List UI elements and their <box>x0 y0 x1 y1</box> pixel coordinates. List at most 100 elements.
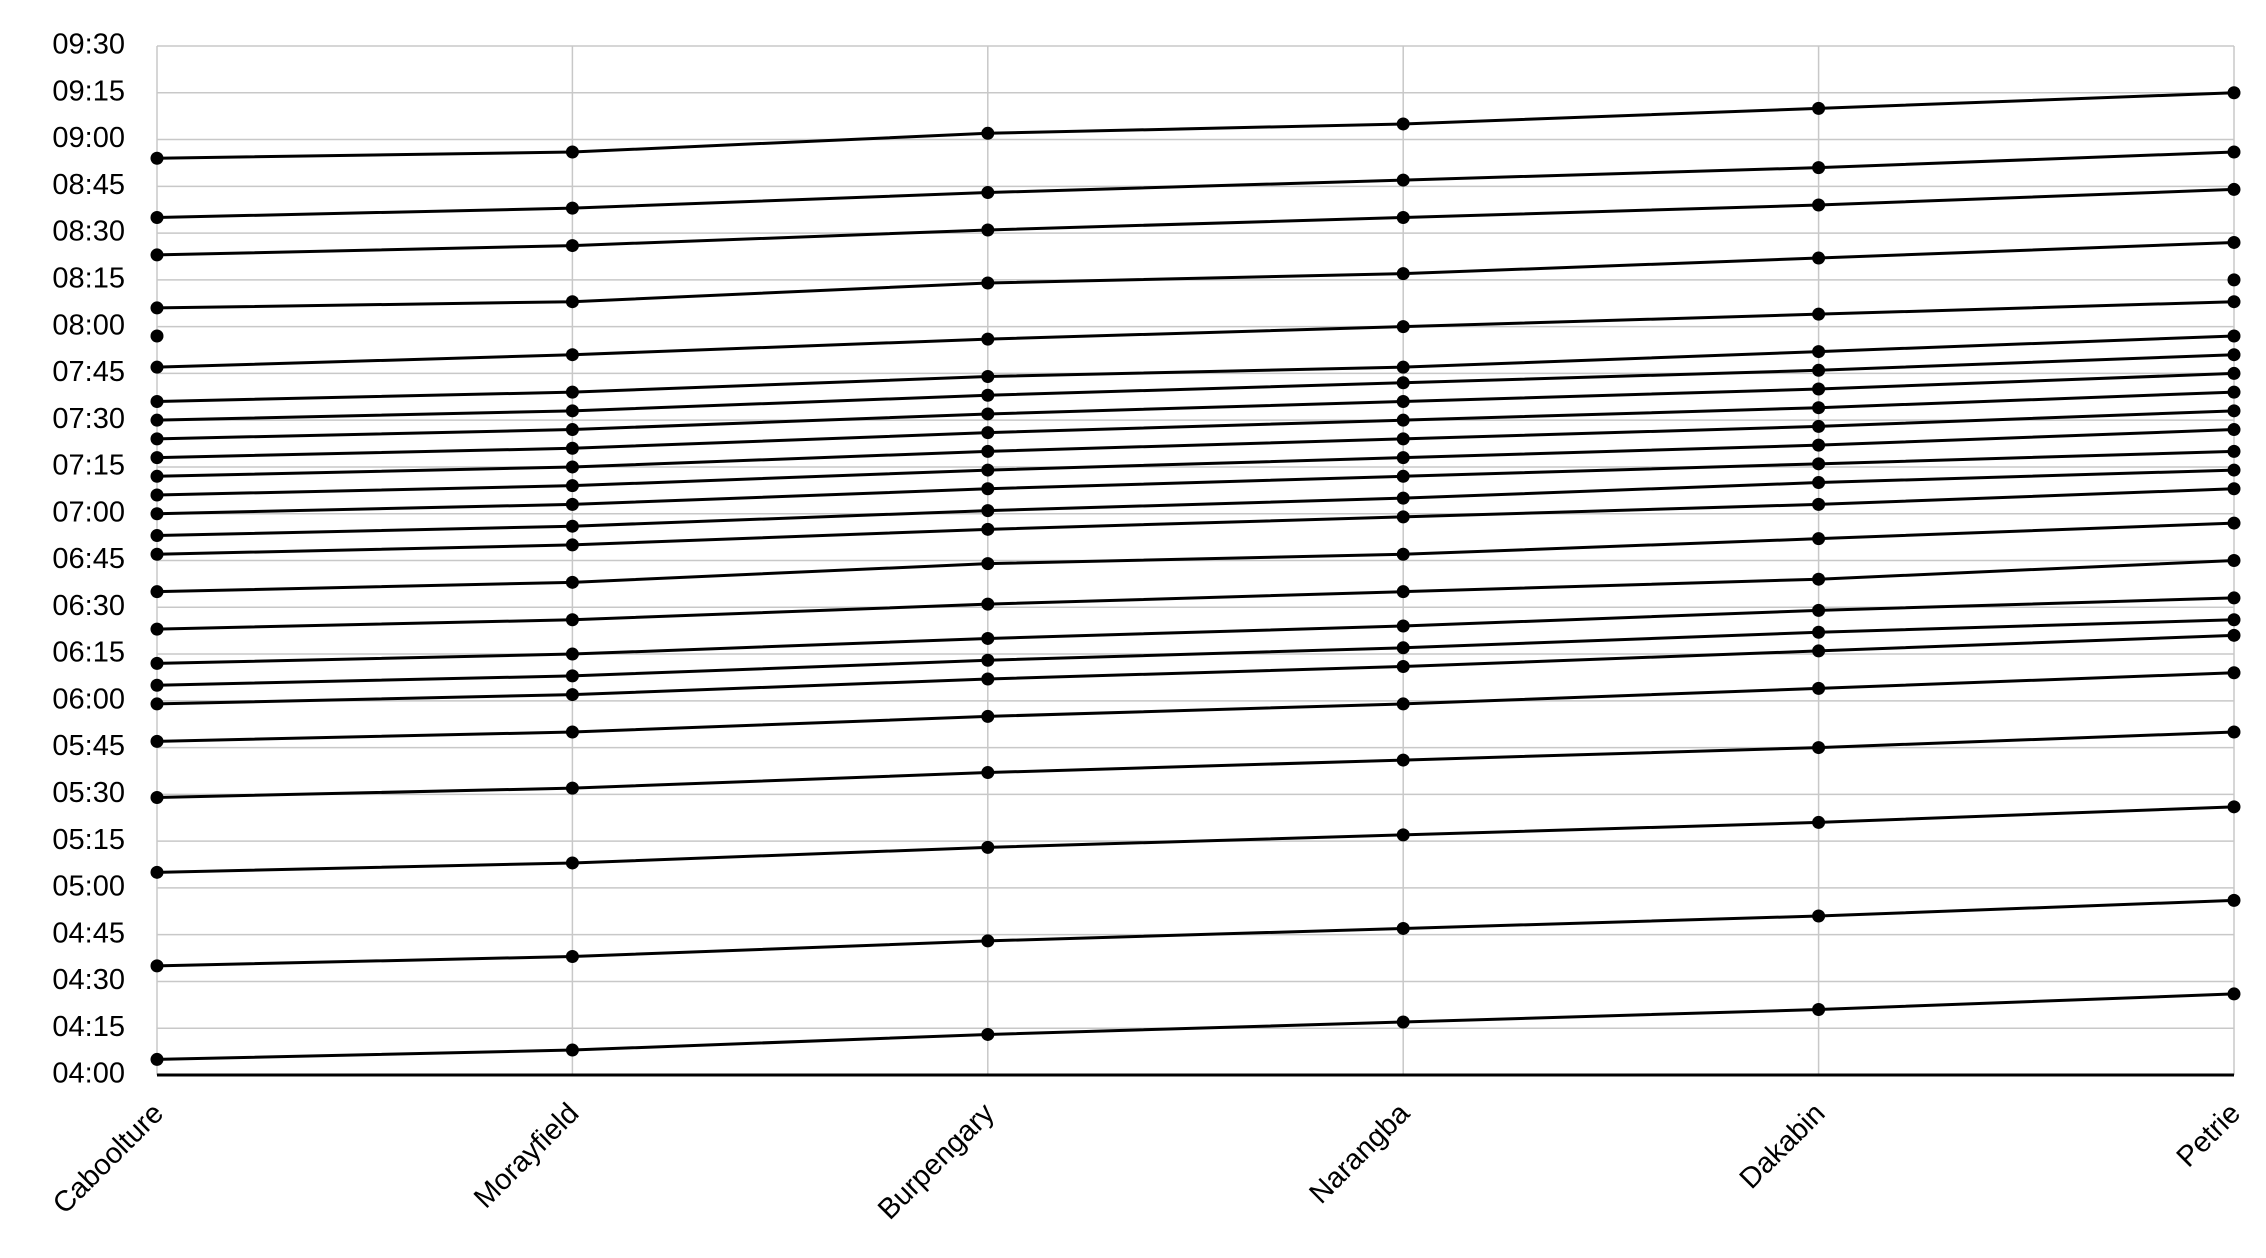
point <box>150 211 164 224</box>
line <box>156 334 2235 403</box>
point <box>565 145 579 159</box>
point <box>1812 438 1826 452</box>
point <box>1812 644 1826 658</box>
y-tick-label: 09:00 <box>52 122 125 154</box>
y-tick-label: 08:00 <box>52 309 125 341</box>
series <box>150 86 2241 165</box>
point <box>1812 625 1826 639</box>
point <box>565 460 579 474</box>
point <box>1396 360 1410 374</box>
series <box>150 182 2241 262</box>
point <box>2227 145 2241 159</box>
point <box>2227 86 2241 100</box>
line <box>156 898 2235 968</box>
series <box>150 725 2241 804</box>
point <box>981 840 995 854</box>
y-tick-label: 06:00 <box>52 683 125 715</box>
point <box>1812 476 1826 490</box>
y-tick-label: 09:15 <box>52 75 125 107</box>
point <box>1812 382 1826 396</box>
y-tick-label: 04:45 <box>52 917 125 949</box>
point <box>565 950 579 964</box>
series <box>150 666 2241 748</box>
point <box>565 725 579 739</box>
series <box>150 329 2241 408</box>
y-tick-label: 05:15 <box>52 824 125 856</box>
point <box>981 934 995 948</box>
point <box>981 332 995 346</box>
point <box>2227 725 2241 739</box>
series <box>150 385 2241 465</box>
point <box>981 766 995 780</box>
point <box>981 631 995 645</box>
point <box>981 504 995 518</box>
point <box>1396 211 1410 224</box>
point <box>150 678 164 692</box>
point <box>565 1043 579 1057</box>
point <box>565 688 579 702</box>
point <box>565 856 579 870</box>
y-tick-label: 05:45 <box>52 730 125 762</box>
series <box>150 613 2241 692</box>
point <box>565 201 579 215</box>
line <box>156 240 2235 310</box>
y-tick-label: 07:30 <box>52 403 125 435</box>
series <box>150 295 2241 374</box>
point <box>2227 893 2241 907</box>
point <box>1812 419 1826 433</box>
series <box>150 329 164 343</box>
point <box>1812 497 1826 511</box>
point <box>150 151 164 165</box>
point <box>565 669 579 683</box>
line <box>156 521 2235 594</box>
point <box>1396 173 1410 187</box>
point <box>981 522 995 536</box>
x-tick-label: Morayfield <box>468 1097 585 1214</box>
point <box>2227 482 2241 496</box>
point <box>1396 469 1410 483</box>
y-tick-label: 06:15 <box>52 637 125 669</box>
point <box>981 426 995 440</box>
point <box>150 529 164 543</box>
point <box>1396 413 1410 427</box>
x-tick-label: Caboolture <box>47 1097 170 1220</box>
point <box>1812 307 1826 321</box>
line <box>156 992 2235 1061</box>
point <box>565 781 579 795</box>
point <box>1396 394 1410 408</box>
point <box>1396 320 1410 334</box>
point <box>981 407 995 421</box>
point <box>150 1052 164 1066</box>
point <box>565 479 579 493</box>
point <box>150 394 164 408</box>
point <box>1812 198 1826 212</box>
line <box>156 596 2235 665</box>
point <box>150 301 164 315</box>
series <box>150 235 2241 315</box>
series <box>150 591 2241 670</box>
point <box>150 585 164 599</box>
point <box>1396 753 1410 767</box>
point <box>2227 273 2241 287</box>
series <box>150 423 2241 502</box>
point <box>2227 666 2241 680</box>
point <box>565 613 579 627</box>
line <box>156 428 2235 497</box>
point <box>2227 385 2241 399</box>
line <box>156 150 2235 219</box>
point <box>981 276 995 290</box>
point <box>2227 463 2241 477</box>
series <box>150 482 2241 561</box>
point <box>981 653 995 667</box>
point <box>1812 457 1826 471</box>
point <box>981 1027 995 1041</box>
point <box>2227 423 2241 437</box>
x-tick-label: Dakabin <box>1734 1097 1832 1195</box>
point <box>2227 348 2241 362</box>
point <box>2227 329 2241 343</box>
point <box>565 239 579 253</box>
point <box>1812 363 1826 377</box>
point <box>150 413 164 427</box>
point <box>2227 366 2241 380</box>
